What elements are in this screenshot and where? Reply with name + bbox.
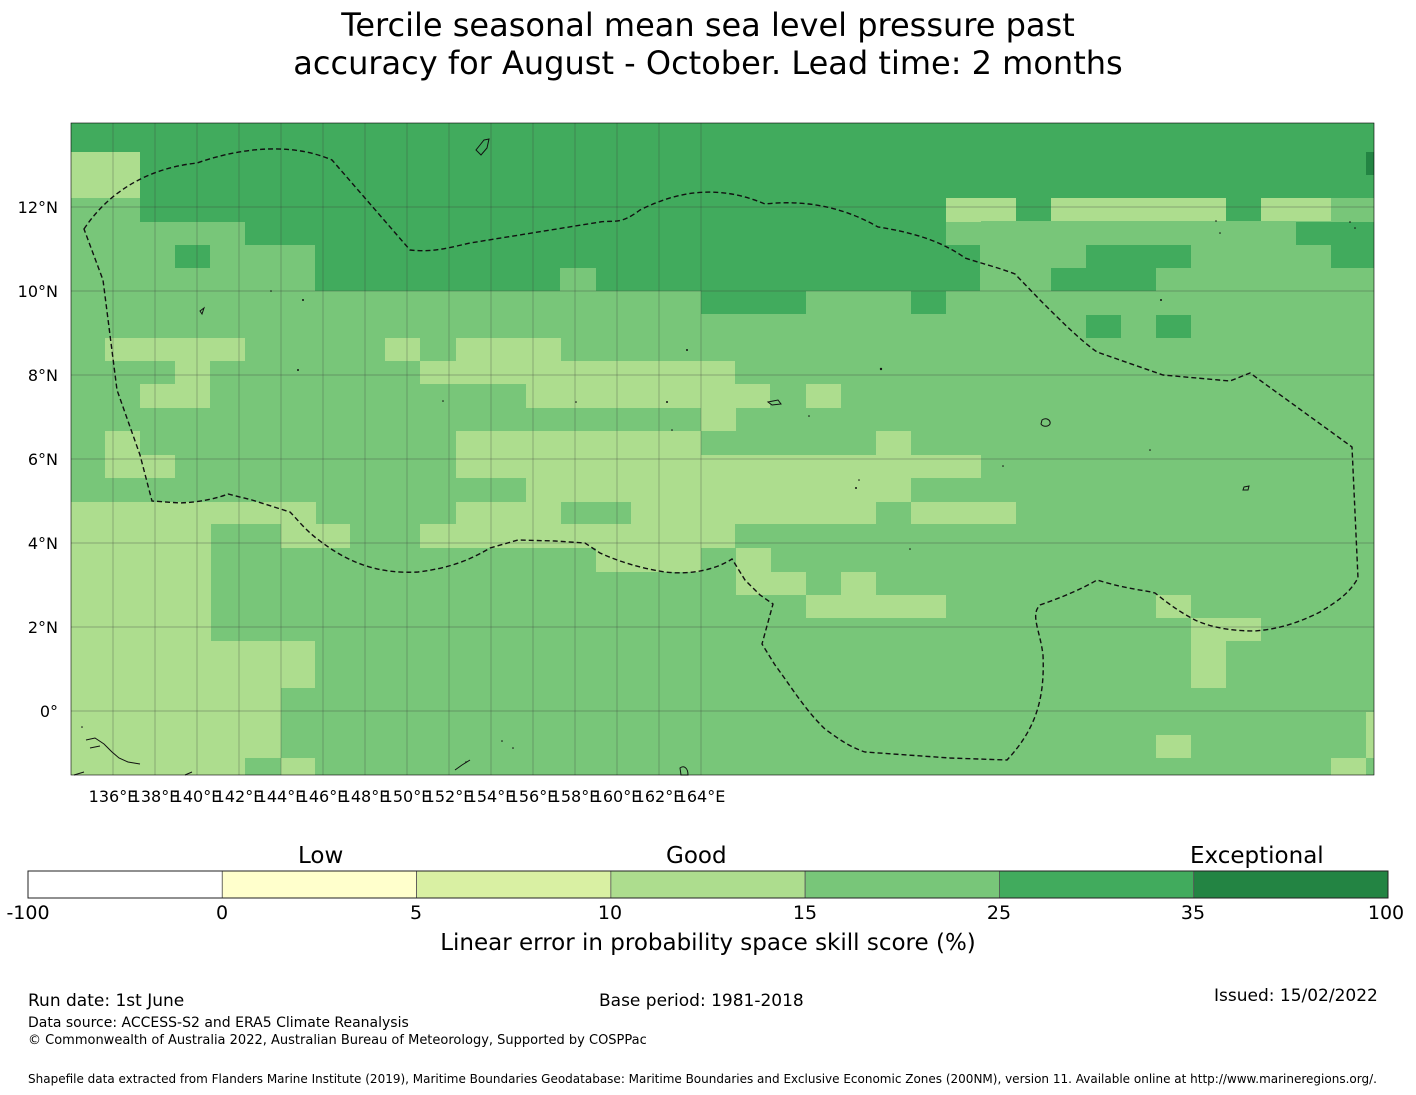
map-title-line-2: accuracy for August - October. Lead time… <box>293 44 1123 82</box>
issued-date: Issued: 15/02/2022 <box>1214 986 1378 1006</box>
latitude-tick-label: 0° <box>40 702 58 721</box>
cells-good <box>561 268 596 291</box>
colorbar-group-low: Low <box>298 843 344 869</box>
map-gridlines <box>71 123 1374 775</box>
colorbar-tick: -100 <box>6 902 50 924</box>
cells-very-good <box>701 291 806 314</box>
copyright: © Commonwealth of Australia 2022, Austra… <box>28 1033 647 1048</box>
colorbar <box>27 870 1389 899</box>
cells-very-good <box>315 268 560 291</box>
cells-very-good <box>175 245 210 268</box>
cells-very-good <box>596 268 980 291</box>
colorbar-tick: 25 <box>986 902 1012 924</box>
cells-very-good <box>1331 245 1374 268</box>
cells-very-good <box>1156 315 1191 338</box>
colorbar-segment <box>804 870 1000 899</box>
latitude-labels: 12°N 10°N 8°N 6°N 4°N 2°N 0° <box>18 198 58 721</box>
longitude-tick-label: 158°E <box>551 787 600 806</box>
latitude-tick-label: 2°N <box>28 618 58 637</box>
skill-score-cells <box>71 123 1374 775</box>
longitude-labels: 136°E138°E140°E142°E144°E146°E148°E150°E… <box>89 787 726 806</box>
latitude-tick-label: 4°N <box>28 534 58 553</box>
island-outlines <box>73 138 1250 776</box>
longitude-tick-label: 154°E <box>467 787 516 806</box>
colorbar-label: Linear error in probability space skill … <box>440 930 976 956</box>
colorbar-segment <box>27 870 223 899</box>
colorbar-segment <box>610 870 806 899</box>
longitude-tick-label: 142°E <box>215 787 264 806</box>
run-date: Run date: 1st June <box>28 991 185 1011</box>
colorbar-tick: 10 <box>597 902 623 924</box>
colorbar-tick: 5 <box>409 902 423 924</box>
colorbar-tick: 15 <box>792 902 818 924</box>
colorbar-tick: 0 <box>215 902 229 924</box>
cells-good <box>946 222 981 245</box>
colorbar-group-good: Good <box>666 843 727 869</box>
cells-very-good <box>1086 315 1121 338</box>
colorbar-frame <box>27 870 1389 899</box>
longitude-tick-label: 136°E <box>89 787 138 806</box>
colorbar-group-exceptional: Exceptional <box>1190 843 1324 869</box>
cells-exceptional <box>1366 152 1374 175</box>
cells-very-good-top <box>71 123 1374 152</box>
cells-very-good <box>140 152 946 222</box>
cells-moderate <box>71 152 1374 775</box>
longitude-tick-label: 164°E <box>677 787 726 806</box>
atoll-dots <box>81 220 1356 763</box>
colorbar-segment <box>221 870 417 899</box>
island-manus-area <box>184 759 471 776</box>
base-period: Base period: 1981-2018 <box>599 991 804 1011</box>
cells-very-good <box>946 152 1374 198</box>
island-guam <box>475 138 490 156</box>
latitude-tick-label: 12°N <box>18 198 58 217</box>
island-new-guinea-coast <box>73 737 141 776</box>
colorbar-tick: 35 <box>1180 902 1206 924</box>
longitude-tick-label: 146°E <box>299 787 348 806</box>
colorbar-segment <box>1193 870 1389 899</box>
map-title: Tercile seasonal mean sea level pressure… <box>0 6 1416 82</box>
cells-very-good <box>1226 198 1261 221</box>
longitude-tick-label: 140°E <box>173 787 222 806</box>
latitude-tick-label: 10°N <box>18 282 58 301</box>
colorbar-segment <box>416 870 612 899</box>
longitude-tick-label: 148°E <box>341 787 390 806</box>
latitude-tick-label: 6°N <box>28 450 58 469</box>
cells-very-good <box>315 245 980 268</box>
island-kosrae <box>1242 485 1250 491</box>
colorbar-tick: 100 <box>1367 902 1405 924</box>
longitude-tick-label: 152°E <box>425 787 474 806</box>
cells-good <box>561 222 1086 524</box>
data-source: Data source: ACCESS-S2 and ERA5 Climate … <box>28 1015 409 1031</box>
map-frame <box>70 122 1375 776</box>
cells-very-good <box>1016 198 1051 221</box>
longitude-tick-label: 144°E <box>257 787 306 806</box>
island-palau <box>199 306 205 316</box>
cells-very-good <box>911 291 946 314</box>
island-chuuk <box>766 399 782 406</box>
cells-very-good <box>1296 222 1374 245</box>
longitude-tick-label: 156°E <box>509 787 558 806</box>
colorbar-segment <box>999 870 1195 899</box>
cells-very-good <box>1051 268 1156 291</box>
longitude-tick-label: 138°E <box>131 787 180 806</box>
eez-boundary <box>83 148 1359 761</box>
cells-very-good <box>1086 245 1191 268</box>
longitude-tick-label: 150°E <box>383 787 432 806</box>
map-title-line-1: Tercile seasonal mean sea level pressure… <box>341 6 1075 44</box>
island-pohnpei <box>1040 418 1051 427</box>
cells-very-good <box>245 222 980 245</box>
longitude-tick-label: 162°E <box>635 787 684 806</box>
latitude-tick-label: 8°N <box>28 366 58 385</box>
shapefile-credit: Shapefile data extracted from Flanders M… <box>28 1072 1377 1086</box>
longitude-tick-label: 160°E <box>593 787 642 806</box>
